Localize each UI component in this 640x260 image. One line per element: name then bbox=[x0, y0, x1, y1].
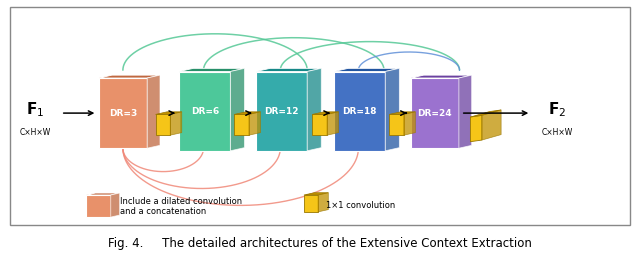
Polygon shape bbox=[86, 195, 111, 217]
Polygon shape bbox=[470, 110, 501, 117]
Polygon shape bbox=[99, 75, 160, 78]
Polygon shape bbox=[156, 112, 182, 114]
Text: C×H×W: C×H×W bbox=[20, 128, 51, 137]
Polygon shape bbox=[256, 72, 307, 151]
Polygon shape bbox=[389, 114, 404, 135]
Polygon shape bbox=[156, 114, 170, 135]
Polygon shape bbox=[99, 78, 147, 148]
Text: and a concatenation: and a concatenation bbox=[120, 207, 207, 216]
Polygon shape bbox=[404, 112, 415, 135]
Text: DR=12: DR=12 bbox=[264, 107, 299, 116]
Polygon shape bbox=[147, 75, 160, 148]
Text: DR=6: DR=6 bbox=[191, 107, 219, 116]
Polygon shape bbox=[304, 195, 318, 212]
Text: C×H×W: C×H×W bbox=[541, 128, 572, 137]
Text: Fig. 4.     The detailed architectures of the Extensive Context Extraction: Fig. 4. The detailed architectures of th… bbox=[108, 237, 532, 250]
Polygon shape bbox=[111, 193, 120, 217]
Polygon shape bbox=[170, 112, 182, 135]
Polygon shape bbox=[179, 68, 244, 72]
Polygon shape bbox=[86, 193, 120, 195]
Text: $\mathbf{F}_2$: $\mathbf{F}_2$ bbox=[548, 100, 566, 119]
Polygon shape bbox=[307, 68, 321, 151]
Text: DR=24: DR=24 bbox=[417, 109, 452, 118]
Polygon shape bbox=[334, 72, 385, 151]
Polygon shape bbox=[304, 193, 328, 195]
Polygon shape bbox=[249, 112, 260, 135]
Polygon shape bbox=[179, 72, 230, 151]
Polygon shape bbox=[256, 68, 321, 72]
Polygon shape bbox=[334, 68, 399, 72]
Text: DR=18: DR=18 bbox=[342, 107, 377, 116]
Polygon shape bbox=[385, 68, 399, 151]
Polygon shape bbox=[234, 112, 260, 114]
Polygon shape bbox=[318, 193, 328, 212]
Polygon shape bbox=[411, 75, 472, 78]
Polygon shape bbox=[470, 115, 482, 142]
Text: $\mathbf{F}_1$: $\mathbf{F}_1$ bbox=[26, 100, 44, 119]
Polygon shape bbox=[312, 112, 339, 114]
Polygon shape bbox=[389, 112, 415, 114]
Polygon shape bbox=[411, 78, 459, 148]
Text: Include a dilated convolution: Include a dilated convolution bbox=[120, 197, 243, 206]
Polygon shape bbox=[230, 68, 244, 151]
Text: 1×1 convolution: 1×1 convolution bbox=[326, 201, 396, 210]
Polygon shape bbox=[482, 110, 501, 140]
Polygon shape bbox=[234, 114, 249, 135]
Polygon shape bbox=[312, 114, 327, 135]
Text: DR=3: DR=3 bbox=[109, 109, 138, 118]
Polygon shape bbox=[459, 75, 472, 148]
Polygon shape bbox=[327, 112, 339, 135]
